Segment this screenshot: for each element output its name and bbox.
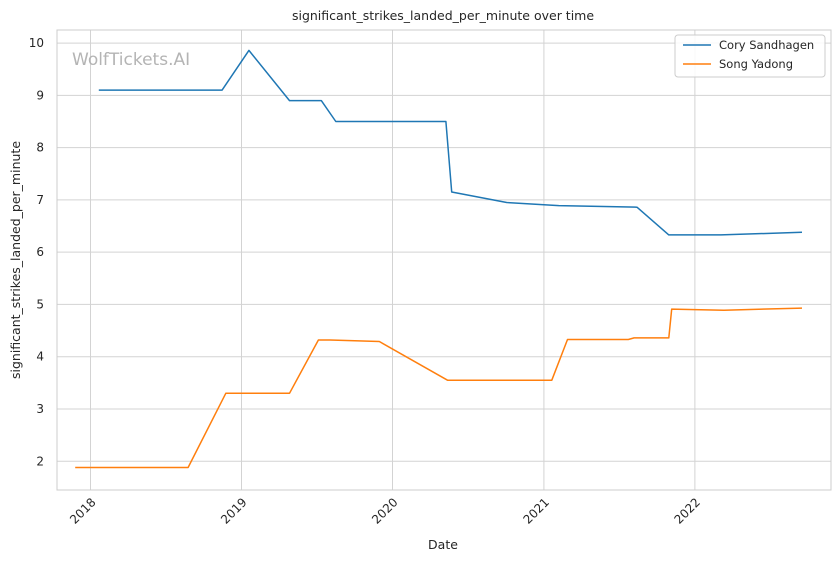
legend: Cory Sandhagen Song Yadong [674,34,826,78]
y-tick-label: 10 [29,36,44,50]
x-axis-label: Date [428,537,458,552]
x-tick-labels: 2018 2019 2020 2021 2022 [67,495,703,526]
x-tick-label: 2022 [672,495,703,526]
y-axis-label: significant_strikes_landed_per_minute [8,141,23,379]
legend-label: Cory Sandhagen [719,38,814,52]
y-tick-label: 3 [36,402,44,416]
y-tick-label: 7 [36,193,44,207]
y-tick-labels: 2 3 4 5 6 7 8 9 10 [29,36,44,468]
legend-label: Song Yadong [719,57,793,71]
watermark: WolfTickets.AI [72,50,190,70]
x-tick-label: 2019 [218,495,249,526]
legend-frame [674,34,826,78]
y-tick-label: 8 [36,141,44,155]
y-tick-label: 4 [36,350,44,364]
grid-lines [57,30,831,490]
x-tick-label: 2020 [369,495,400,526]
x-tick-label: 2018 [67,495,98,526]
series-lines [75,49,803,469]
y-tick-label: 6 [36,245,44,259]
plot-area [56,29,832,491]
y-tick-label: 5 [36,297,44,311]
x-tick-label: 2021 [521,495,552,526]
series-line-song-yadong [75,307,803,469]
y-tick-label: 9 [36,88,44,102]
y-tick-label: 2 [36,454,44,468]
chart-title: significant_strikes_landed_per_minute ov… [292,8,594,23]
series-line-cory-sandhagen [98,49,803,236]
